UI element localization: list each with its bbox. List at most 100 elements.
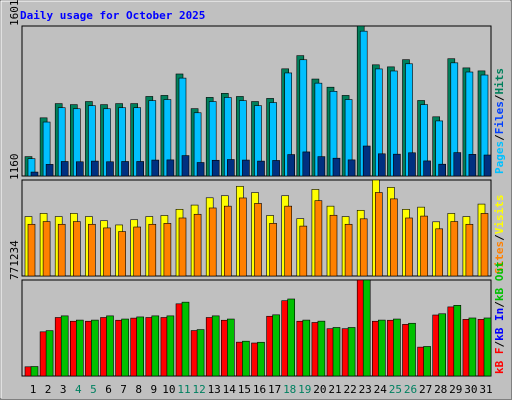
bar: [453, 152, 462, 177]
legend-entry: kB F: [493, 348, 506, 375]
x-tick-label: 30: [464, 383, 477, 396]
bar: [148, 223, 157, 277]
bar: [73, 221, 81, 277]
bar: [347, 327, 356, 377]
bar: [118, 231, 126, 277]
x-tick-label: 28: [434, 383, 447, 396]
bar: [362, 279, 371, 377]
legend: Sites/Visits: [493, 195, 506, 275]
bar: [468, 317, 477, 377]
bar: [393, 318, 401, 377]
x-tick-label: 31: [479, 383, 492, 396]
x-tick-label: 12: [192, 383, 205, 396]
bar: [483, 317, 492, 377]
bar: [359, 218, 368, 277]
bar: [166, 159, 175, 177]
bar: [269, 223, 277, 277]
x-tick-label: 29: [449, 383, 462, 396]
bar: [284, 205, 293, 277]
bar: [133, 226, 141, 277]
legend-separator: /: [493, 234, 506, 241]
legend: kB F/kB In/kB Out: [493, 261, 506, 374]
bar: [181, 301, 190, 377]
chart-title: Daily usage for October 2025: [20, 9, 205, 22]
bar: [257, 341, 265, 377]
bar: [347, 159, 356, 177]
bar: [106, 315, 114, 377]
bar: [91, 160, 99, 177]
bar: [317, 320, 326, 377]
bar: [423, 346, 431, 377]
x-tick-label: 19: [298, 383, 311, 396]
bar: [468, 154, 477, 177]
bar: [88, 223, 96, 277]
x-tick-label: 18: [283, 383, 296, 396]
bar: [227, 159, 235, 177]
x-tick-label: 7: [120, 383, 127, 396]
bar: [136, 161, 144, 177]
bar: [332, 157, 341, 177]
bar: [57, 223, 66, 277]
legend-entry: kB Out: [493, 261, 506, 301]
bar: [60, 161, 69, 177]
bar: [287, 298, 296, 377]
x-tick-label: 20: [313, 383, 326, 396]
bar: [302, 319, 311, 377]
bar: [181, 155, 190, 177]
y-tick-label: 771234: [8, 240, 21, 280]
legend-entry: Files: [493, 101, 506, 134]
bar: [257, 160, 265, 177]
bar: [450, 221, 459, 277]
bar: [480, 213, 489, 277]
bar: [287, 154, 296, 177]
bar: [423, 160, 431, 177]
bar: [151, 159, 160, 177]
legend-separator: /: [493, 134, 506, 141]
bar: [76, 161, 84, 177]
x-tick-label: 4: [75, 383, 82, 396]
x-tick-label: 16: [253, 383, 266, 396]
bar: [163, 223, 172, 277]
bar: [302, 151, 311, 177]
bar: [45, 330, 54, 377]
bar: [377, 319, 386, 377]
bar: [405, 217, 413, 277]
bar: [314, 200, 323, 277]
x-tick-label: 13: [208, 383, 221, 396]
x-tick-label: 22: [343, 383, 356, 396]
bar: [438, 313, 447, 377]
bar: [390, 198, 398, 277]
x-tick-label: 24: [374, 383, 388, 396]
bar: [45, 164, 54, 177]
bar: [393, 153, 401, 177]
bar: [239, 197, 247, 277]
x-tick-label: 11: [177, 383, 190, 396]
y-tick-label: 16012: [8, 0, 21, 26]
x-tick-label: 25: [389, 383, 402, 396]
bar: [30, 366, 39, 377]
x-tick-label: 21: [328, 383, 341, 396]
bar: [377, 153, 386, 177]
bar: [465, 223, 474, 277]
legend: Pages/Files/Hits: [493, 68, 506, 174]
bar: [121, 318, 129, 377]
bar: [224, 205, 232, 277]
bar: [272, 160, 280, 177]
legend-entry: kB In: [493, 308, 506, 341]
bar: [91, 319, 99, 377]
bar: [438, 163, 447, 177]
bar: [193, 213, 202, 277]
bar: [272, 314, 280, 377]
bar: [42, 221, 51, 277]
bar: [227, 318, 235, 377]
bar: [299, 225, 308, 277]
bar: [362, 145, 371, 177]
bar: [453, 305, 462, 377]
bar: [317, 156, 326, 177]
x-tick-label: 15: [238, 383, 251, 396]
bar: [408, 322, 416, 377]
bar: [196, 162, 205, 177]
bar: [166, 315, 175, 377]
bar: [121, 161, 129, 177]
